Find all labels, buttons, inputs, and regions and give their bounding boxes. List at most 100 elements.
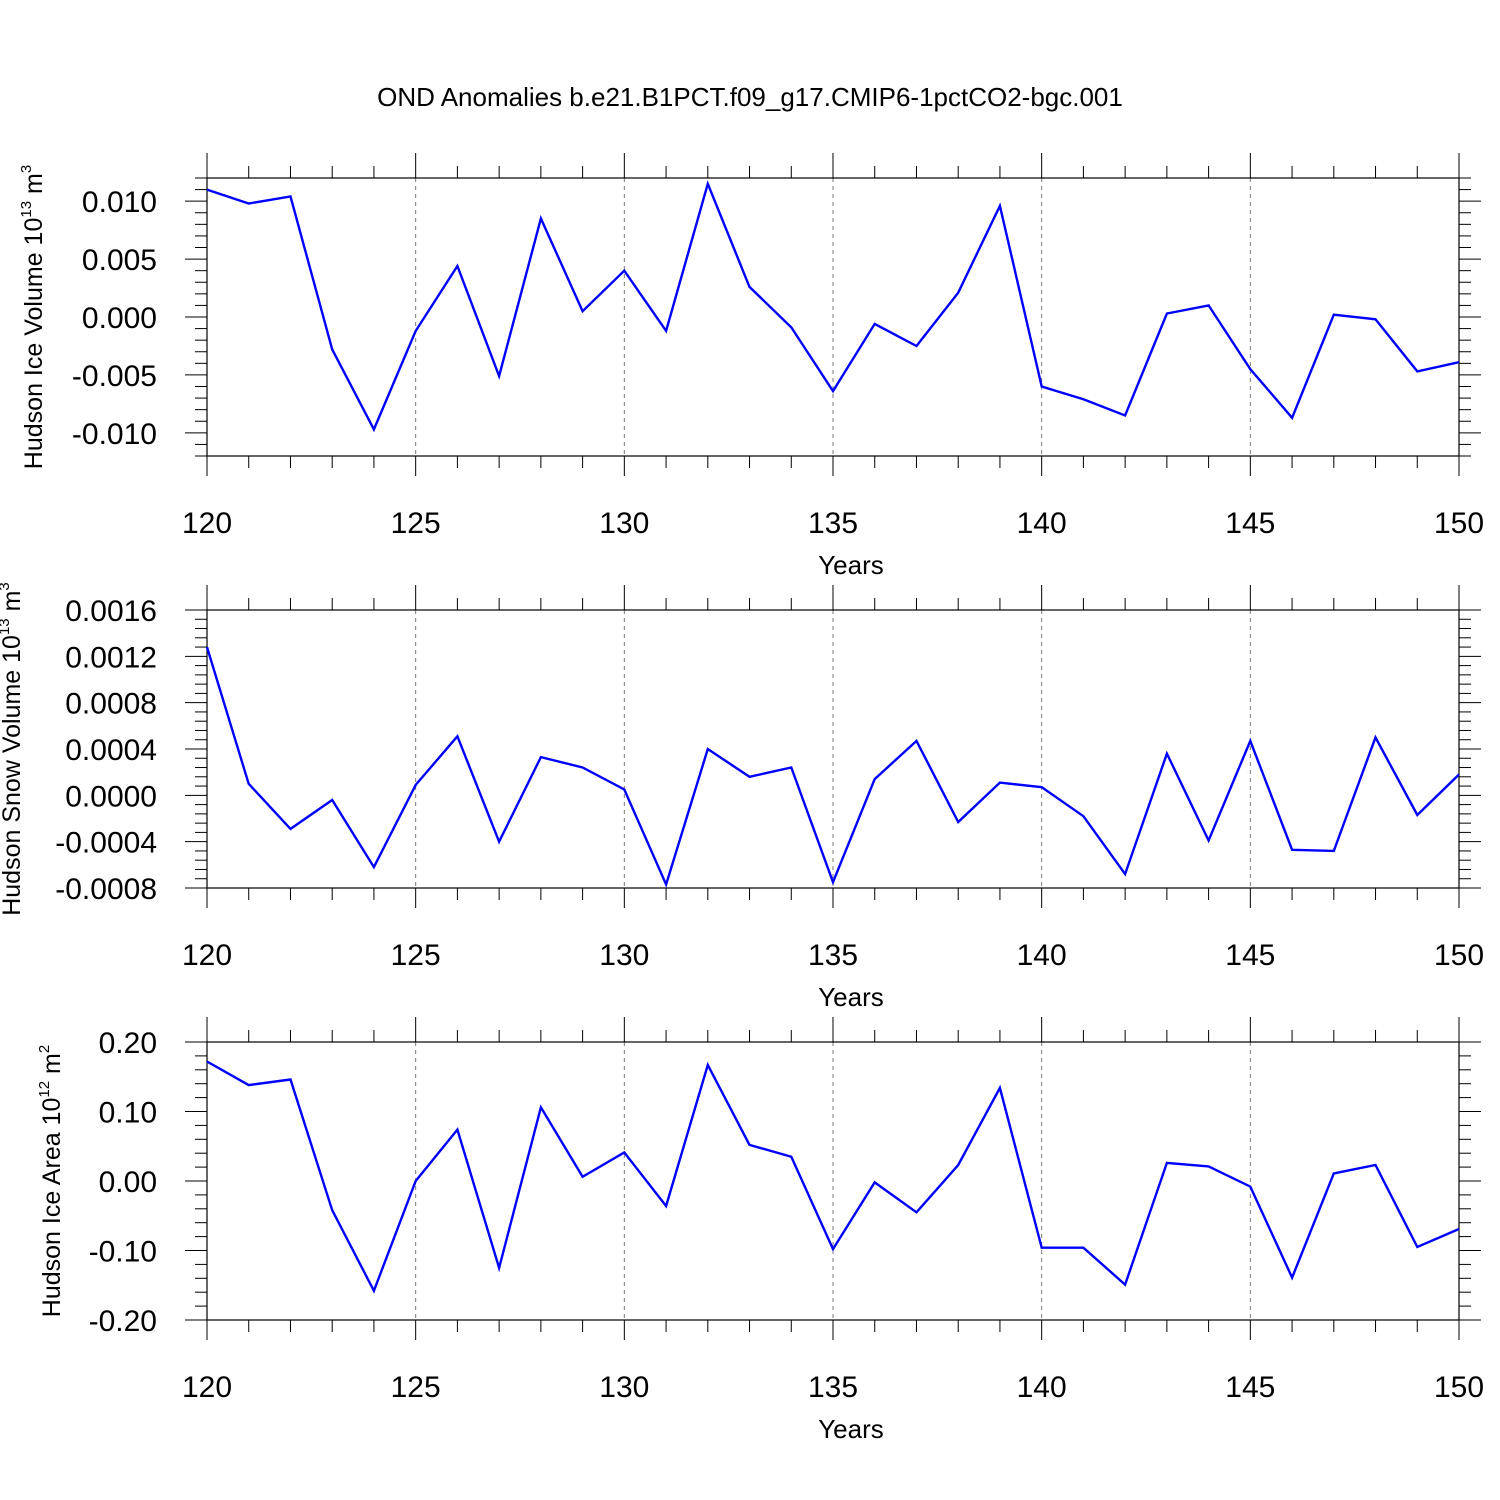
data-point (1123, 413, 1127, 417)
data-point (664, 329, 668, 333)
series-line (206, 180, 1460, 433)
data-point (581, 766, 585, 770)
x-tick-label: 145 (1225, 939, 1275, 972)
data-point (706, 1063, 710, 1067)
data-point (1081, 814, 1085, 818)
data-point (748, 285, 752, 289)
data-point (706, 182, 710, 186)
x-tick-label: 125 (391, 1371, 441, 1404)
data-point (330, 347, 334, 351)
data-point (831, 880, 835, 884)
data-point (1374, 735, 1378, 739)
data-point (1374, 317, 1378, 321)
data-point (247, 201, 251, 205)
x-tick-label: 120 (182, 1371, 232, 1404)
data-point (1165, 1161, 1169, 1165)
data-point (914, 1210, 918, 1214)
data-point (1040, 1246, 1044, 1250)
x-tick-label: 130 (599, 507, 649, 540)
data-point (956, 291, 960, 295)
x-tick-label: 135 (808, 939, 858, 972)
data-point (1415, 1245, 1419, 1249)
y-tick-label: 0.20 (99, 1027, 157, 1060)
data-point (789, 766, 793, 770)
data-point (372, 865, 376, 869)
panel-1: 120 125 130 135 140 145 150 0.010 0.005 0.000 -0.0… (18, 153, 1484, 580)
data-point (288, 827, 292, 831)
panel-3: 120 125 130 135 140 145 150 0.20 0.10 0.00 -0.10 -0… (36, 1017, 1484, 1444)
data-point (1123, 1283, 1127, 1287)
data-point (1040, 385, 1044, 389)
data-point (1374, 1163, 1378, 1167)
x-tick-label: 135 (808, 1371, 858, 1404)
x-tick-label: 150 (1434, 939, 1484, 972)
data-point (205, 645, 209, 649)
y-tick-label: -0.0008 (55, 873, 157, 906)
data-point (1081, 1246, 1085, 1250)
x-tick-label: 145 (1225, 1371, 1275, 1404)
data-point (873, 322, 877, 326)
data-point (956, 1163, 960, 1167)
y-tick-label: 0.10 (99, 1097, 157, 1130)
data-point (497, 840, 501, 844)
data-point (1415, 369, 1419, 373)
data-point (998, 204, 1002, 208)
data-point (1332, 849, 1336, 853)
data-point (455, 264, 459, 268)
data-point (1081, 397, 1085, 401)
y-tick-label: -0.010 (72, 418, 157, 451)
y-axis-label: Hudson Ice Area 1012 m2 (36, 1045, 66, 1317)
data-point (455, 1128, 459, 1132)
data-point (414, 329, 418, 333)
data-point (1290, 1276, 1294, 1280)
y-tick-label: 0.00 (99, 1166, 157, 1199)
data-point (288, 1078, 292, 1082)
data-point (873, 1180, 877, 1184)
x-tick-label: 140 (1017, 507, 1067, 540)
data-point (1415, 813, 1419, 817)
data-point (1165, 752, 1169, 756)
x-tick-label: 120 (182, 507, 232, 540)
y-tick-label: 0.0000 (65, 780, 157, 813)
x-tick-label: 125 (391, 507, 441, 540)
data-point (1207, 839, 1211, 843)
data-point (1248, 367, 1252, 371)
y-tick-label: 0.0004 (65, 734, 157, 767)
data-point (998, 1086, 1002, 1090)
data-point (664, 883, 668, 887)
data-point (1248, 739, 1252, 743)
data-point (664, 1204, 668, 1208)
panels: 120 125 130 135 140 145 150 0.010 0.005 0.000 -0.0… (0, 153, 1484, 1444)
series-line (206, 1060, 1460, 1294)
x-tick-label: 130 (599, 1371, 649, 1404)
x-tick-label: 140 (1017, 939, 1067, 972)
data-point (372, 1289, 376, 1293)
y-tick-label: -0.10 (89, 1236, 157, 1269)
data-point (581, 1175, 585, 1179)
data-point (1207, 1164, 1211, 1168)
y-tick-label: 0.010 (82, 186, 157, 219)
data-point (914, 344, 918, 348)
x-tick-label: 130 (599, 939, 649, 972)
data-point (330, 798, 334, 802)
data-point (1207, 303, 1211, 307)
data-point (831, 389, 835, 393)
data-point (455, 734, 459, 738)
data-point (414, 783, 418, 787)
data-point (1165, 312, 1169, 316)
y-tick-label: 0.000 (82, 302, 157, 335)
data-point (372, 427, 376, 431)
data-point (1457, 1227, 1461, 1231)
data-point (288, 195, 292, 199)
data-point (205, 188, 209, 192)
y-tick-label: -0.005 (72, 360, 157, 393)
data-point (789, 325, 793, 329)
data-point (1290, 416, 1294, 420)
x-axis-label: Years (818, 550, 884, 580)
data-point (497, 374, 501, 378)
x-tick-label: 145 (1225, 507, 1275, 540)
panel-2: 120 125 130 135 140 145 150 0.0016 0.0012 0.0008 0… (0, 582, 1484, 1012)
data-point (873, 777, 877, 781)
data-point (539, 217, 543, 221)
